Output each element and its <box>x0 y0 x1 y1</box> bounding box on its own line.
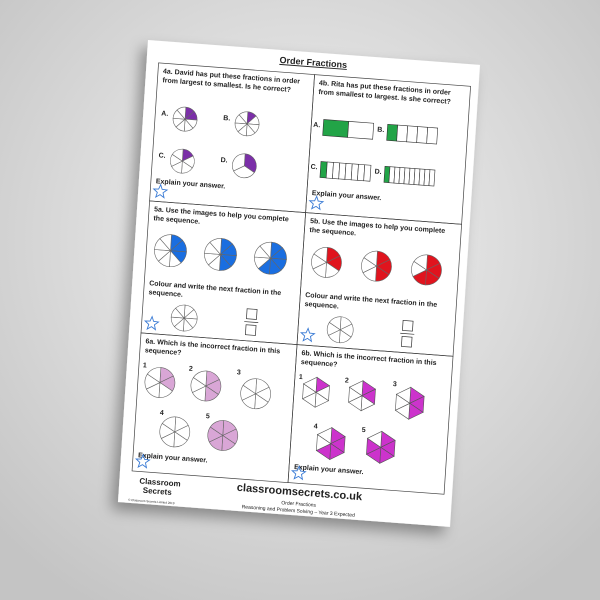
option-label: D. <box>220 157 227 165</box>
question-followup: sequence. <box>148 289 183 299</box>
option-label: 1 <box>299 374 303 381</box>
star-icon <box>143 315 160 331</box>
fraction-part <box>209 238 222 256</box>
fraction-part <box>259 241 272 259</box>
bar-part <box>406 125 419 143</box>
fraction-part <box>176 106 187 120</box>
bar-part <box>396 124 409 143</box>
question-prompt: sequence? <box>301 359 338 369</box>
option-label: 1 <box>143 362 147 369</box>
question-prompt: sequence? <box>145 347 182 357</box>
bar-part <box>347 121 375 140</box>
option-label: 2 <box>189 366 193 373</box>
option-label: D. <box>374 169 381 177</box>
shapes <box>291 376 425 481</box>
bar-part <box>428 169 436 187</box>
shapes <box>308 119 439 211</box>
star-icon <box>308 195 325 211</box>
fraction-part <box>209 420 225 437</box>
shapes <box>152 106 260 199</box>
option-label: 2 <box>345 377 349 384</box>
option-label: B. <box>223 115 230 123</box>
question-panel: 6a. Which is the incorrect fraction in t… <box>131 332 298 483</box>
star-icon <box>291 465 307 481</box>
fraction-part <box>413 254 428 271</box>
logo-text: Classroom <box>139 477 181 489</box>
option-label: 5 <box>362 427 366 434</box>
question-prompt: the sequence. <box>153 215 200 225</box>
copyright: © Classroom Secrets Limited 2019 <box>128 498 175 505</box>
fraction-part <box>328 316 342 331</box>
fraction-part <box>244 153 257 173</box>
hexagon-part <box>348 380 364 397</box>
fraction-part <box>238 111 249 125</box>
fraction-line <box>244 321 259 323</box>
logo-text: Secrets <box>143 486 173 497</box>
fraction-part <box>175 304 186 319</box>
option-label: 4 <box>314 423 318 430</box>
question-prompt: the sequence. <box>309 227 356 237</box>
fraction-part <box>192 370 208 387</box>
shapes <box>135 367 271 469</box>
question-followup: sequence. <box>304 301 339 311</box>
option-label: 5 <box>206 413 210 420</box>
bar-part <box>386 123 399 142</box>
fraction-part <box>242 378 257 395</box>
fraction-line <box>400 332 415 335</box>
hexagon-part <box>366 430 383 448</box>
shapes <box>299 247 442 348</box>
option-label: 4 <box>160 410 164 417</box>
fraction-part <box>171 148 184 162</box>
fraction-part <box>146 367 162 384</box>
footer-title: Order Fractions <box>281 500 317 509</box>
question-panel: 6b. Which is the incorrect fraction in t… <box>287 344 454 495</box>
fraction-part <box>161 416 177 433</box>
bar-part <box>363 164 372 182</box>
option-label: 3 <box>237 369 241 376</box>
worksheet: Order Fractions 4a. David has put these … <box>117 40 480 527</box>
option-label: B. <box>377 127 384 135</box>
bar-part <box>426 126 439 145</box>
panel-border <box>287 344 454 495</box>
star-icon <box>135 453 151 469</box>
option-label: A. <box>313 122 320 130</box>
option-label: 3 <box>393 381 397 388</box>
shapes <box>143 234 287 336</box>
paper <box>117 40 480 527</box>
fraction-part <box>363 250 378 267</box>
fraction-part <box>232 153 246 172</box>
bar-part <box>416 126 429 144</box>
answer-box <box>246 308 258 320</box>
answer-box <box>245 324 257 336</box>
star-icon <box>299 327 316 343</box>
option-label: A. <box>161 110 168 118</box>
option-label: C. <box>158 152 165 160</box>
hexagon-part <box>395 386 412 404</box>
fraction-part <box>313 247 328 263</box>
hexagon-part <box>316 427 333 445</box>
option-label: C. <box>310 164 317 172</box>
answer-box <box>402 320 414 332</box>
bar-part <box>322 119 350 138</box>
hexagon-part <box>302 376 318 393</box>
fraction-part <box>159 234 172 252</box>
star-icon <box>152 183 169 199</box>
answer-box <box>401 336 413 348</box>
